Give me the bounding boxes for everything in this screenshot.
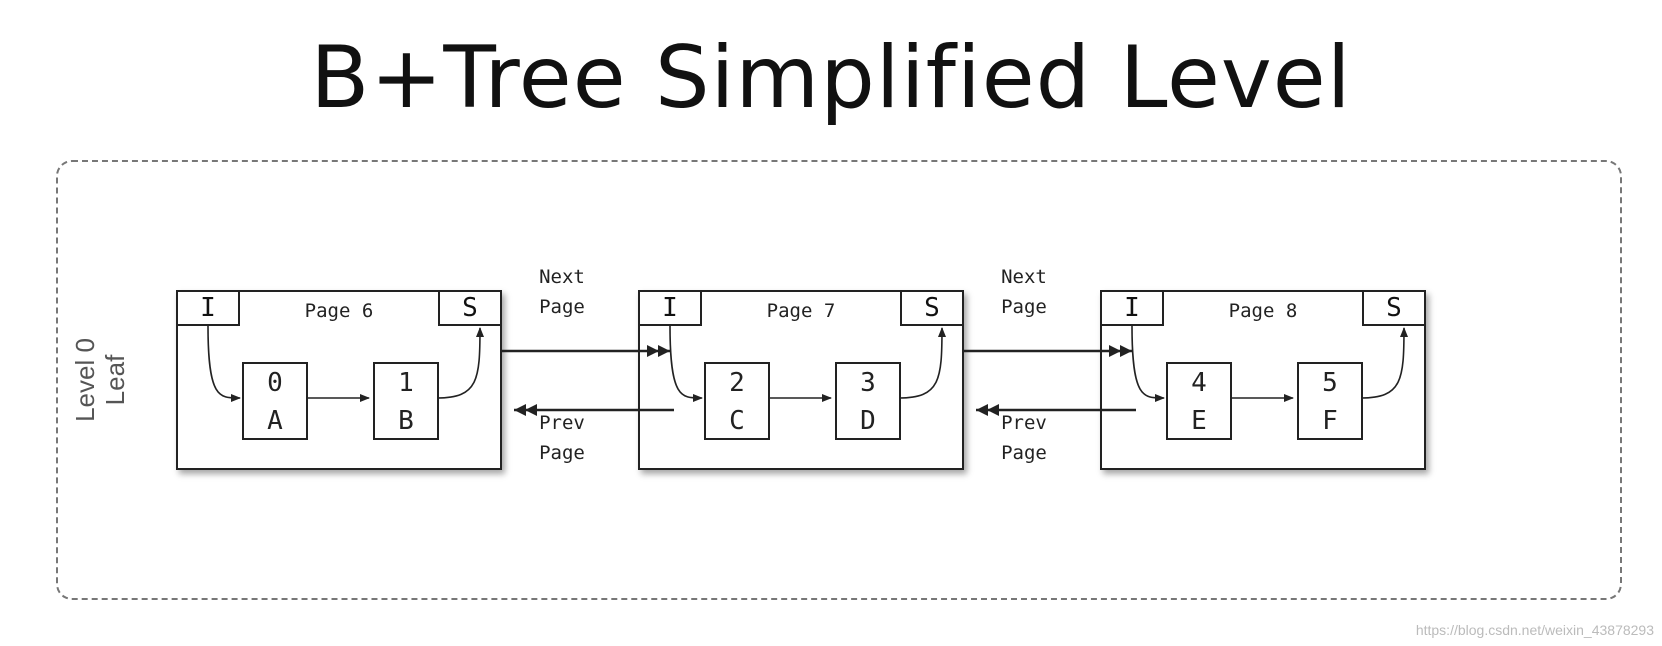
record-value: E xyxy=(1191,406,1207,436)
infimum-tag: I xyxy=(638,290,702,326)
prev-page-label-line1: Prev xyxy=(1001,412,1047,434)
record-box: 2 C xyxy=(704,362,770,440)
infimum-pointer-arrow xyxy=(1131,325,1165,403)
next-page-label: Next Page xyxy=(522,262,602,322)
next-page-label: Next Page xyxy=(984,262,1064,322)
record-key: 5 xyxy=(1322,368,1338,398)
record-key: 1 xyxy=(398,368,414,398)
supremum-tag: S xyxy=(438,290,502,326)
infimum-pointer-arrow xyxy=(207,325,241,403)
next-page-label-line2: Page xyxy=(539,296,585,318)
next-page-label-line1: Next xyxy=(539,266,585,288)
record-key: 2 xyxy=(729,368,745,398)
watermark-text: https://blog.csdn.net/weixin_43878293 xyxy=(1415,622,1654,638)
supremum-tag: S xyxy=(900,290,964,326)
record-box: 4 E xyxy=(1166,362,1232,440)
infimum-pointer-arrow xyxy=(669,325,703,403)
record-box: 0 A xyxy=(242,362,308,440)
prev-page-label-line2: Page xyxy=(1001,442,1047,464)
record-value: C xyxy=(729,406,745,436)
record-value: B xyxy=(398,406,414,436)
diagram-title: B+Tree Simplified Level xyxy=(310,28,1352,128)
record-box: 3 D xyxy=(835,362,901,440)
next-page-label-line1: Next xyxy=(1001,266,1047,288)
supremum-pointer-arrow xyxy=(898,327,946,399)
page-node-6: I Page 6 S 0 A 1 B xyxy=(176,290,502,470)
record-box: 1 B xyxy=(373,362,439,440)
page-node-7: I Page 7 S 2 C 3 D xyxy=(638,290,964,470)
supremum-pointer-arrow xyxy=(1360,327,1408,399)
record-key: 4 xyxy=(1191,368,1207,398)
prev-page-label-line1: Prev xyxy=(539,412,585,434)
record-key: 0 xyxy=(267,368,283,398)
supremum-tag: S xyxy=(1362,290,1426,326)
prev-page-label: Prev Page xyxy=(522,408,602,468)
record-box: 5 F xyxy=(1297,362,1363,440)
page-title: Page 6 xyxy=(304,300,374,322)
page-node-8: I Page 8 S 4 E 5 F xyxy=(1100,290,1426,470)
infimum-tag: I xyxy=(1100,290,1164,326)
level-frame xyxy=(56,160,1622,600)
supremum-pointer-arrow xyxy=(436,327,484,399)
page-title: Page 8 xyxy=(1228,300,1298,322)
record-value: D xyxy=(860,406,876,436)
record-value: F xyxy=(1322,406,1338,436)
next-page-label-line2: Page xyxy=(1001,296,1047,318)
record-value: A xyxy=(267,406,283,436)
prev-page-label-line2: Page xyxy=(539,442,585,464)
page-title: Page 7 xyxy=(766,300,836,322)
infimum-tag: I xyxy=(176,290,240,326)
record-key: 3 xyxy=(860,368,876,398)
prev-page-label: Prev Page xyxy=(984,408,1064,468)
